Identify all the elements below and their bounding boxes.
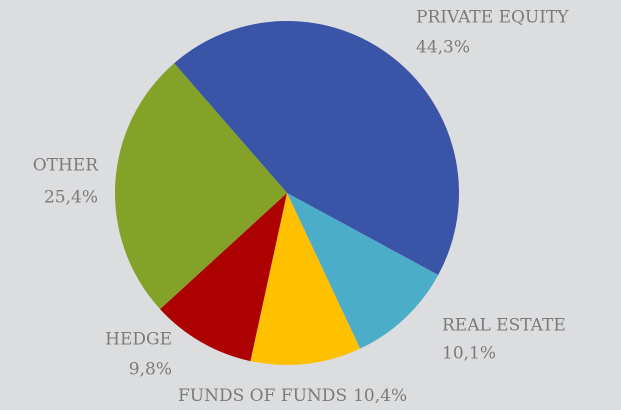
pie-slice [114, 63, 287, 310]
pie-slice [287, 193, 439, 349]
pie-slice [160, 193, 287, 362]
pie-slice [250, 193, 361, 365]
category-label: FUNDS OF FUNDS [178, 386, 347, 406]
category-label: REAL ESTATE [442, 316, 566, 336]
value-label: 10,4% [353, 386, 407, 406]
category-label: PRIVATE EQUITY [416, 8, 569, 28]
slice-label: FUNDS OF FUNDS 10,4% [178, 386, 407, 406]
category-label: HEDGE [105, 330, 172, 350]
category-label: OTHER [33, 156, 100, 176]
value-label: 10,1% [442, 344, 496, 364]
value-label: 44,3% [416, 38, 470, 58]
value-label: 9,8% [129, 360, 172, 380]
pie-slice [174, 21, 460, 276]
value-label: 25,4% [44, 188, 98, 208]
